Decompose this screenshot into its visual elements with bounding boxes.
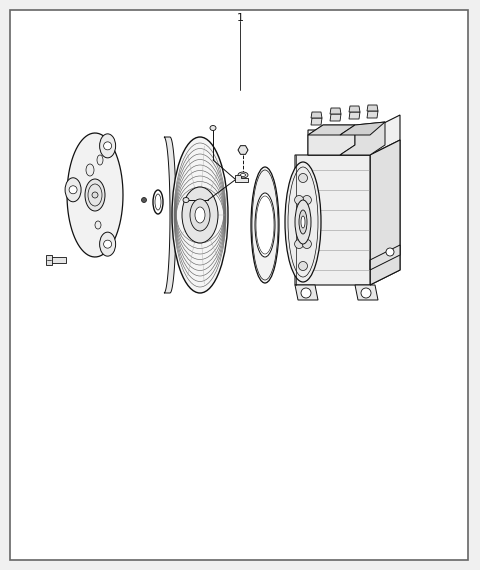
Polygon shape [311, 112, 322, 118]
Ellipse shape [190, 199, 210, 231]
Polygon shape [238, 146, 248, 154]
Polygon shape [370, 140, 400, 285]
Polygon shape [340, 122, 385, 135]
Polygon shape [295, 285, 318, 300]
Polygon shape [67, 133, 123, 257]
Polygon shape [340, 122, 385, 155]
Text: 1: 1 [237, 13, 243, 23]
Ellipse shape [295, 200, 311, 244]
Circle shape [104, 240, 112, 248]
Polygon shape [349, 106, 360, 112]
Circle shape [361, 288, 371, 298]
Ellipse shape [100, 232, 116, 256]
Polygon shape [50, 257, 66, 263]
Polygon shape [235, 175, 248, 182]
Circle shape [295, 239, 304, 249]
Polygon shape [295, 140, 400, 285]
Circle shape [295, 196, 304, 205]
Circle shape [302, 196, 312, 205]
Ellipse shape [251, 167, 279, 283]
Ellipse shape [85, 179, 105, 211]
Polygon shape [349, 112, 360, 119]
Ellipse shape [301, 216, 305, 228]
Circle shape [299, 173, 308, 182]
Ellipse shape [86, 164, 94, 176]
Polygon shape [308, 115, 400, 155]
Polygon shape [311, 118, 322, 125]
Polygon shape [46, 255, 52, 265]
Circle shape [92, 192, 98, 198]
Polygon shape [355, 285, 378, 300]
Ellipse shape [255, 193, 275, 257]
Circle shape [69, 186, 77, 194]
Ellipse shape [195, 207, 205, 223]
Polygon shape [164, 137, 176, 293]
Polygon shape [370, 245, 400, 270]
Circle shape [302, 239, 312, 249]
Polygon shape [367, 105, 378, 111]
Circle shape [301, 288, 311, 298]
Ellipse shape [100, 134, 116, 158]
Ellipse shape [172, 137, 228, 293]
Polygon shape [330, 108, 341, 114]
Ellipse shape [97, 155, 103, 165]
Polygon shape [308, 125, 355, 135]
Ellipse shape [238, 172, 248, 178]
Polygon shape [308, 125, 355, 155]
Circle shape [142, 197, 146, 202]
Polygon shape [367, 111, 378, 118]
Ellipse shape [183, 197, 189, 202]
Circle shape [386, 248, 394, 256]
Circle shape [299, 262, 308, 271]
Ellipse shape [285, 162, 321, 282]
Ellipse shape [299, 210, 307, 234]
Ellipse shape [210, 125, 216, 131]
Ellipse shape [65, 178, 81, 202]
Polygon shape [330, 114, 341, 121]
Ellipse shape [182, 187, 218, 243]
Ellipse shape [155, 194, 161, 210]
Ellipse shape [240, 173, 245, 177]
Circle shape [104, 142, 112, 150]
Ellipse shape [95, 221, 101, 229]
